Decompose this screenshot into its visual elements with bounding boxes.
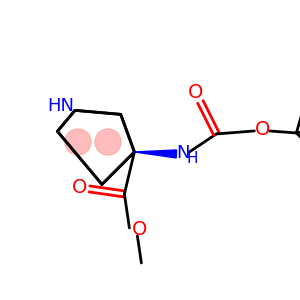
Circle shape [65,129,91,155]
Text: O: O [255,120,270,140]
Text: O: O [72,178,87,197]
Text: H: H [187,152,198,166]
Text: HN: HN [47,98,74,116]
Text: O: O [132,220,147,239]
Polygon shape [134,150,177,158]
Text: N: N [177,144,190,162]
Circle shape [95,129,121,155]
Text: O: O [188,83,203,102]
